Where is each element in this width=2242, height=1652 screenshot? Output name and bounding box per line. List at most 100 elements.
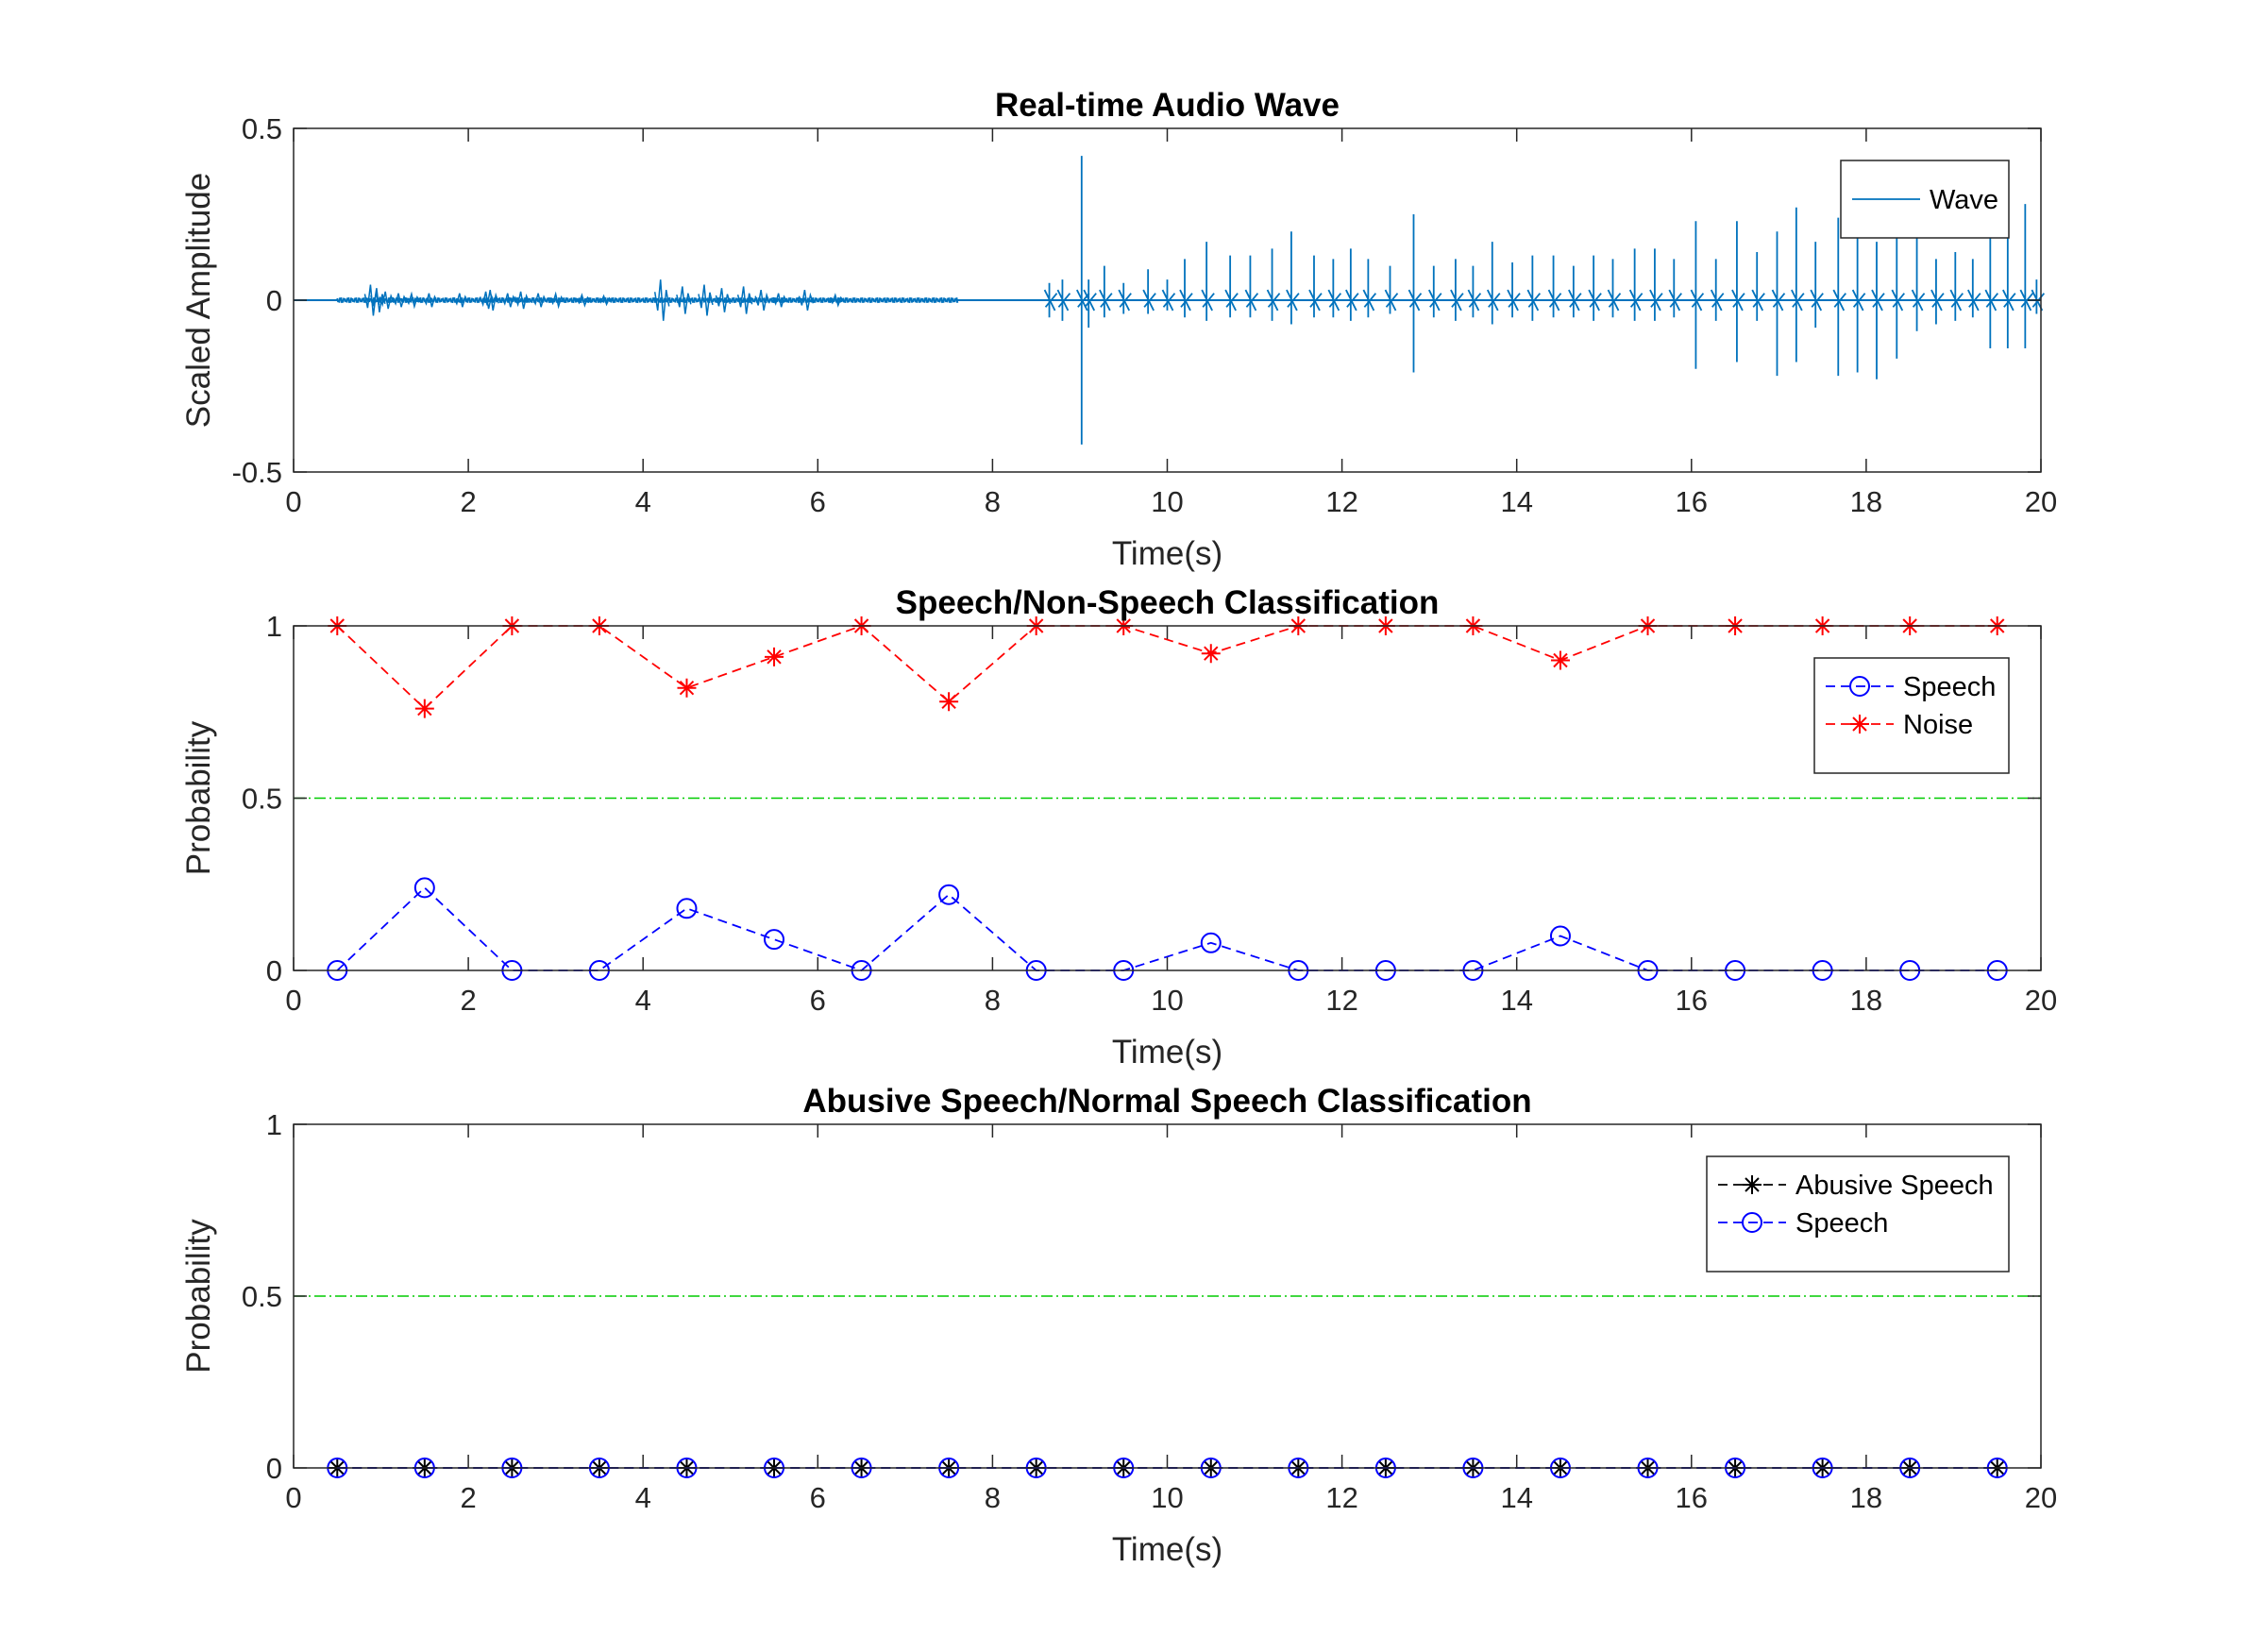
wave-burst [370,288,386,312]
x-tick-label: 0 [285,984,301,1017]
legend-label: Speech [1903,672,1996,702]
wave-burst [715,288,732,312]
y-axis-label: Probability [180,720,217,875]
wave-burst [754,289,770,312]
panel-3: 0 2 4 6 8 10 12 14 16 18 20 0 0.5 1 Abusive Speech/Nor… [180,1083,2057,1568]
x-tick-label: 8 [985,485,1001,518]
x-tick-label: 10 [1151,984,1183,1017]
wave-click [1056,279,1071,321]
legend-label: Wave [1930,185,1998,215]
x-tick-label: 18 [1850,485,1882,518]
x-tick-label: 8 [985,984,1001,1017]
legend-marker [1743,1175,1762,1194]
data-point [765,647,784,666]
data-point [677,678,697,698]
x-tick-label: 2 [460,1481,476,1514]
wave-click [1161,279,1176,312]
wave-burst [392,293,408,308]
y-tick-label: 0 [266,954,282,987]
wave-click [1099,265,1113,318]
x-tick-label: 14 [1500,1481,1532,1514]
wave-burst [501,293,517,308]
x-tick-label: 0 [285,1481,301,1514]
wave-click [1810,242,1824,329]
y-tick-label: 0 [266,1452,282,1485]
legend: Wave [1840,160,2010,239]
legend: Abusive Speech Speech [1706,1155,2010,1273]
x-tick-label: 16 [1676,984,1708,1017]
wave-click [1588,255,1602,321]
x-tick-label: 18 [1850,984,1882,1017]
wave-click [1427,265,1442,318]
wave-burst [379,291,395,310]
wave-burst [453,293,469,308]
wave-click [1043,282,1058,318]
x-tick-label: 12 [1325,1481,1357,1514]
wave-burst [405,291,421,310]
wave-burst [597,294,614,307]
x-tick-label: 14 [1500,984,1532,1017]
wave-burst [676,286,692,314]
chart-title: Real-time Audio Wave [995,87,1340,124]
wave-burst [798,289,815,312]
wave-burst [698,284,714,316]
wave-click [1345,248,1359,321]
wave-click [1949,252,1964,321]
plot-data [294,156,2046,445]
chart-title: Speech/Non-Speech Classification [896,584,1440,621]
y-tick-label: 0.5 [242,783,282,816]
wave-click [1308,255,1323,318]
data-point [1201,644,1221,664]
legend-marker [1850,715,1869,733]
x-tick-label: 4 [635,1481,651,1514]
x-tick-label: 6 [810,1481,826,1514]
wave-click [1201,242,1215,321]
wave-click [1967,259,1981,318]
x-tick-label: 20 [2025,485,2057,518]
data-point [414,699,434,718]
data-point [1200,932,1222,953]
wave-click [1649,248,1663,321]
data-point [1549,925,1571,947]
wave-click [1871,242,1885,379]
wave-click [1832,217,1846,377]
wave-click [1286,231,1300,325]
wave-click [1486,242,1501,325]
wave-click [1362,259,1377,318]
x-tick-label: 16 [1676,1481,1708,1514]
wave-click [1384,265,1399,314]
wave-burst [771,293,788,308]
x-tick-label: 4 [635,485,651,518]
y-tick-label: 1 [266,610,282,643]
data-point [413,877,435,899]
wave-click [1467,265,1482,318]
wave-click [1568,265,1582,318]
data-point [764,929,785,951]
x-tick-label: 20 [2025,1481,2057,1514]
legend-label: Speech [1795,1208,1888,1239]
legend-box [1813,657,2010,774]
wave-burst [483,289,499,312]
x-tick-label: 2 [460,485,476,518]
x-tick-label: 12 [1325,984,1357,1017]
wave-burst [736,286,753,314]
wave-burst [829,293,845,308]
x-tick-label: 4 [635,984,651,1017]
wave-click [1083,279,1097,329]
wave-click [1690,221,1705,369]
wave-burst [514,291,531,310]
wave-burst [575,293,592,308]
legend-label: Noise [1903,710,1973,740]
wave-burst [653,279,670,321]
y-tick-label: 0.5 [242,1280,282,1313]
legend-marker [1742,1212,1762,1233]
panel-2: 0 2 4 6 8 10 12 14 16 18 20 0 0.5 1 Speech/Non-Speech … [180,584,2057,1070]
wave-click [1244,255,1259,318]
wave-click [1450,259,1464,321]
x-tick-label: 8 [985,1481,1001,1514]
data-point [938,884,960,905]
wave-click [1179,259,1193,318]
wave-click [1266,248,1281,321]
legend-label: Abusive Speech [1795,1171,1994,1201]
